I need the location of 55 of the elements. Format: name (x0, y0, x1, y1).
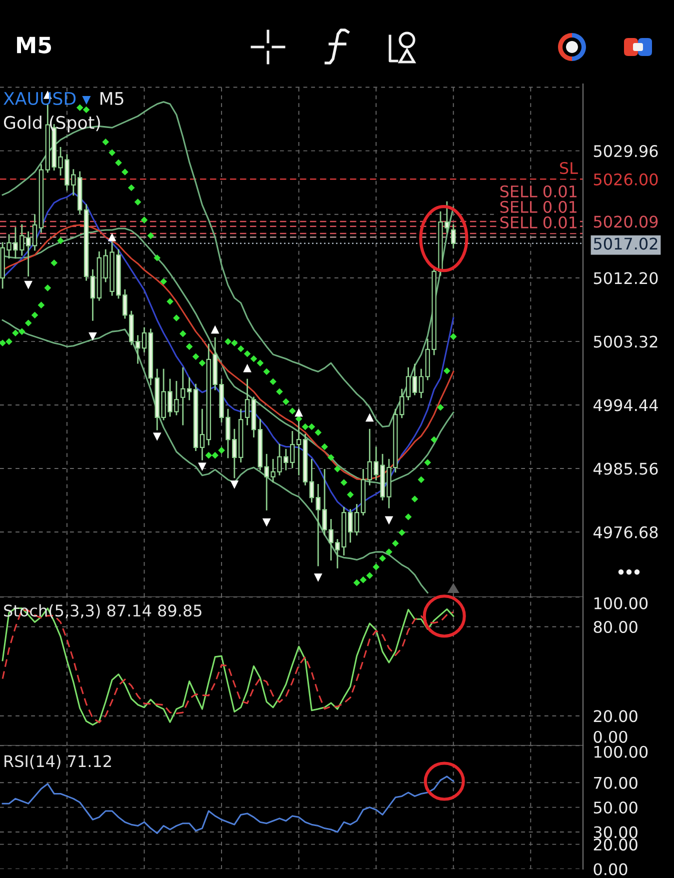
y-tick-label: 4976.68 (594, 526, 658, 538)
line-series (2, 776, 454, 834)
ref-line-label: SELL 0.01 (500, 200, 577, 213)
candlestick (90, 269, 96, 321)
y-tick-label: 100.00 (594, 746, 648, 758)
y-tick-label: 70.00 (594, 776, 638, 789)
point (230, 480, 239, 489)
y-tick-label: 5020.09 (594, 216, 658, 228)
text: Gold (Spot) (4, 116, 100, 132)
candlestick (32, 214, 38, 251)
candlestick (135, 335, 140, 364)
point (365, 413, 374, 422)
ref-line-label: SELL 0.01 (500, 185, 577, 198)
point (24, 280, 33, 290)
candlestick (412, 364, 418, 396)
point (243, 364, 252, 372)
candlestick (451, 224, 456, 249)
line-series (2, 319, 428, 594)
point (152, 432, 162, 441)
point (210, 325, 220, 334)
point (314, 574, 322, 582)
y-tick-label: 5003.32 (594, 336, 658, 348)
y-tick-label: 50.00 (594, 802, 638, 814)
point (384, 516, 394, 525)
y-tick-label: 4985.56 (594, 462, 658, 475)
y-tick-label: 5017.02 (594, 238, 658, 250)
candlestick (244, 378, 250, 426)
y-tick-label: 20.00 (594, 710, 638, 722)
candlestick (309, 458, 314, 503)
candlestick (406, 367, 411, 400)
ref-line-label: SL (560, 162, 578, 174)
y-tick-label: 5026.00 (594, 173, 658, 186)
y-tick-label: 5029.96 (594, 145, 658, 158)
candlestick (354, 504, 360, 536)
y-tick-label: 100.00 (594, 597, 648, 610)
text: M5 (17, 36, 52, 54)
candlestick (200, 408, 205, 460)
y-tick-label: 4994.44 (594, 399, 658, 412)
annotation: M5 (100, 92, 124, 106)
point (88, 332, 97, 341)
candlestick (142, 327, 147, 352)
y-tick-label: 20.00 (594, 838, 638, 851)
ref-line-label: SELL 0.01 (500, 216, 577, 228)
point (262, 518, 271, 527)
y-tick-label: 0.00 (594, 863, 628, 876)
text: RSI(14) 71.12 (4, 754, 111, 770)
y-tick-label: 30.00 (594, 826, 638, 838)
y-tick-label: 0.00 (594, 730, 628, 743)
candlestick (418, 368, 424, 398)
chart-title: XAUUSD ▾ (4, 92, 91, 106)
point (108, 232, 116, 242)
point (294, 408, 303, 417)
point (198, 462, 206, 471)
y-tick-label: 80.00 (594, 620, 638, 634)
y-tick-label: 5012.20 (594, 272, 658, 284)
